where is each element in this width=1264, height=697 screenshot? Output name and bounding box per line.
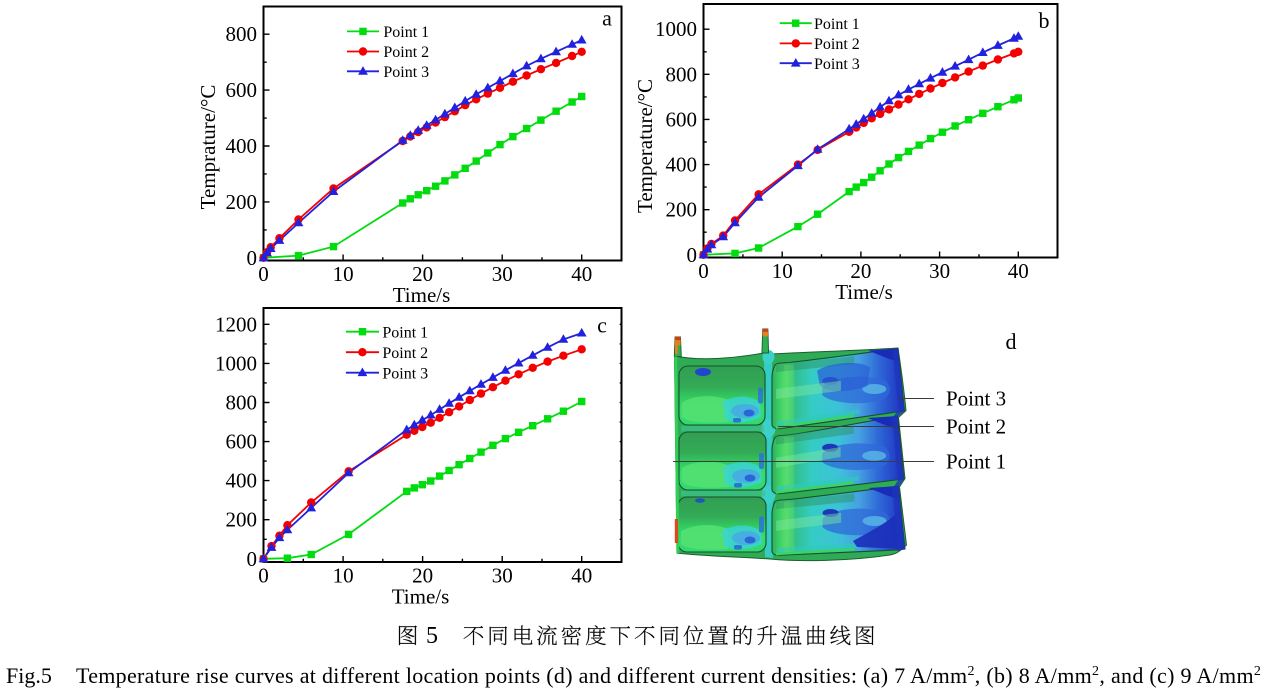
svg-text:Time/s: Time/s (393, 283, 451, 307)
svg-text:Point 3: Point 3 (382, 365, 428, 382)
svg-text:d: d (1006, 329, 1017, 354)
svg-text:20: 20 (412, 564, 433, 588)
svg-text:a: a (602, 6, 612, 31)
svg-text:20: 20 (412, 262, 433, 286)
svg-text:200: 200 (226, 508, 258, 532)
svg-text:Time/s: Time/s (392, 585, 450, 609)
svg-text:Point 2: Point 2 (946, 414, 1006, 438)
svg-text:800: 800 (226, 22, 258, 46)
svg-text:30: 30 (492, 262, 513, 286)
svg-text:b: b (1039, 8, 1050, 33)
svg-text:30: 30 (492, 564, 513, 588)
svg-text:40: 40 (571, 262, 592, 286)
svg-text:Time/s: Time/s (835, 280, 893, 304)
svg-text:800: 800 (666, 62, 698, 86)
svg-text:Point 2: Point 2 (814, 36, 860, 53)
svg-text:400: 400 (226, 134, 258, 158)
svg-text:10: 10 (333, 564, 354, 588)
svg-text:30: 30 (929, 259, 950, 283)
svg-text:Point 2: Point 2 (383, 44, 429, 61)
svg-text:600: 600 (666, 107, 698, 131)
svg-text:Point 3: Point 3 (383, 64, 429, 81)
svg-text:0: 0 (247, 246, 258, 270)
svg-text:Point 2: Point 2 (382, 345, 428, 362)
svg-text:0: 0 (698, 259, 709, 283)
svg-text:Point 3: Point 3 (814, 56, 860, 73)
svg-text:20: 20 (850, 259, 871, 283)
svg-text:Point 1: Point 1 (946, 449, 1006, 473)
svg-text:40: 40 (1008, 259, 1029, 283)
svg-text:5: 5 (426, 623, 438, 649)
svg-text:600: 600 (226, 78, 258, 102)
svg-text:400: 400 (226, 469, 258, 493)
svg-text:c: c (597, 313, 607, 338)
svg-text:0: 0 (687, 243, 698, 267)
svg-text:Point 1: Point 1 (383, 24, 429, 41)
svg-text:40: 40 (571, 564, 592, 588)
svg-text:Point 3: Point 3 (946, 386, 1006, 410)
svg-text:1000: 1000 (215, 351, 257, 375)
svg-text:Temprature/°C: Temprature/°C (196, 85, 220, 210)
svg-text:Temperature rise curves at dif: Temperature rise curves at different loc… (76, 663, 1261, 688)
svg-text:0: 0 (258, 564, 269, 588)
svg-text:Point 1: Point 1 (382, 324, 428, 341)
svg-text:10: 10 (772, 259, 793, 283)
svg-text:1200: 1200 (215, 312, 257, 336)
svg-text:Point 1: Point 1 (814, 16, 860, 33)
svg-text:600: 600 (226, 430, 258, 454)
svg-text:0: 0 (258, 262, 269, 286)
svg-text:10: 10 (333, 262, 354, 286)
svg-text:Temperature/°C: Temperature/°C (633, 79, 657, 213)
svg-text:0: 0 (247, 547, 258, 571)
svg-text:800: 800 (226, 391, 258, 415)
svg-text:200: 200 (226, 190, 258, 214)
svg-text:200: 200 (666, 198, 698, 222)
svg-text:Fig.5: Fig.5 (6, 663, 52, 688)
svg-text:1000: 1000 (655, 17, 697, 41)
svg-text:400: 400 (666, 153, 698, 177)
